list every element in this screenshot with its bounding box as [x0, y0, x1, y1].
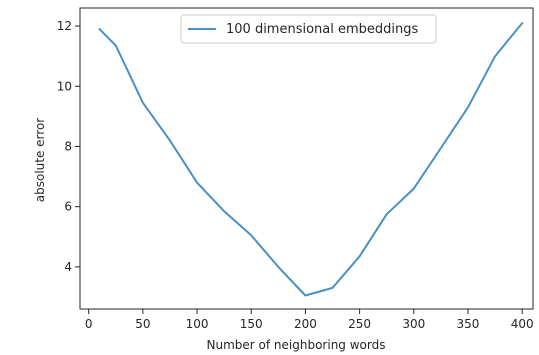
x-tick-label: 100: [186, 317, 209, 331]
y-tick-label: 12: [57, 19, 72, 33]
x-tick-label: 400: [511, 317, 534, 331]
x-tick-label: 0: [85, 317, 93, 331]
x-axis-ticks: 0 50 100 150 200 250 300 350 400: [85, 309, 534, 331]
y-tick-label: 10: [57, 79, 72, 93]
y-axis-label: absolute error: [33, 118, 47, 203]
x-axis-label: Number of neighboring words: [207, 338, 386, 352]
y-tick-label: 6: [64, 200, 72, 214]
y-axis-ticks: 4 6 8 10 12: [57, 19, 80, 274]
x-tick-label: 350: [457, 317, 480, 331]
x-tick-label: 200: [294, 317, 317, 331]
y-tick-label: 8: [64, 139, 72, 153]
series-line-100-dimensional-embeddings: [98, 22, 524, 297]
legend-label: 100 dimensional embeddings: [226, 22, 419, 37]
legend: 100 dimensional embeddings: [180, 14, 437, 44]
y-tick-label: 4: [64, 260, 72, 274]
plot-area: [79, 7, 534, 310]
legend-box: [180, 14, 437, 44]
x-tick-label: 50: [135, 317, 150, 331]
x-tick-label: 150: [240, 317, 263, 331]
x-tick-label: 250: [348, 317, 371, 331]
x-tick-label: 300: [402, 317, 425, 331]
